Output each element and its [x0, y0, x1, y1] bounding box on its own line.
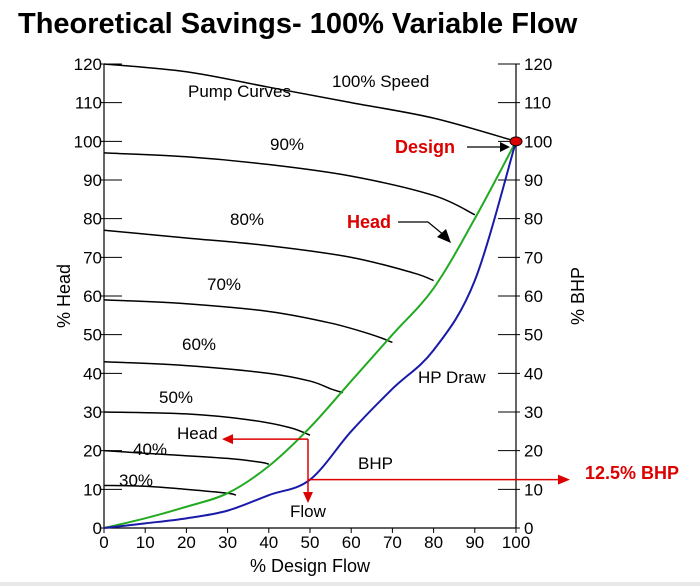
axes-layer: 0102030405060708090100110120010203040506…	[54, 55, 588, 576]
speed-60-label: 60%	[182, 335, 216, 354]
bhp-marker-arrow-head	[558, 474, 570, 485]
y-left-tick-label: 20	[83, 442, 102, 461]
y-right-tick-label: 20	[524, 442, 543, 461]
x-tick-label: 40	[259, 533, 278, 552]
speed-70-label: 70%	[207, 275, 241, 294]
y-left-tick-label: 10	[83, 480, 102, 499]
design-point-marker	[509, 136, 523, 147]
pump-curve	[103, 229, 434, 282]
head-callout-line	[398, 221, 446, 237]
y-left-tick-label: 30	[83, 403, 102, 422]
flow-marker-label: Flow	[290, 502, 327, 521]
y-right-tick-label: 110	[524, 94, 551, 113]
y-right-tick-label: 50	[524, 326, 543, 345]
speed-90-label: 90%	[270, 135, 304, 154]
y-left-tick-label: 70	[83, 248, 102, 267]
y-right-axis-title: % BHP	[568, 267, 588, 325]
speed-40-label: 40%	[133, 440, 167, 459]
head-callout-label: Head	[347, 212, 391, 232]
y-right-tick-label: 90	[524, 171, 543, 190]
y-right-tick-label: 60	[524, 287, 543, 306]
x-tick-label: 60	[342, 533, 361, 552]
y-right-tick-label: 30	[524, 403, 543, 422]
series-layer	[103, 140, 517, 529]
pump-curve	[103, 449, 270, 465]
design-label: Design	[395, 137, 455, 157]
design-arrow-head	[500, 142, 510, 152]
y-left-tick-label: 80	[83, 210, 102, 229]
y-left-tick-label: 60	[83, 287, 102, 306]
x-tick-label: 80	[424, 533, 443, 552]
y-left-tick-label: 0	[93, 519, 102, 538]
x-axis-title: % Design Flow	[250, 556, 371, 576]
y-left-tick-label: 50	[83, 326, 102, 345]
y-right-tick-label: 10	[524, 480, 543, 499]
y-left-axis-title: % Head	[54, 264, 74, 328]
head-callout-arrow-head	[437, 229, 451, 243]
pump-curve	[103, 411, 311, 436]
x-tick-label: 50	[301, 533, 320, 552]
pump-curves-label: Pump Curves	[188, 82, 291, 101]
pump-curve	[103, 63, 517, 143]
y-left-tick-label: 100	[74, 132, 102, 151]
y-left-tick-label: 120	[74, 55, 102, 74]
x-tick-label: 30	[218, 533, 237, 552]
speed-50-label: 50%	[159, 388, 193, 407]
bhp-series-line	[103, 141, 517, 529]
y-right-tick-label: 40	[524, 364, 543, 383]
bhp-result-label: 12.5% BHP	[585, 463, 679, 483]
x-tick-label: 20	[177, 533, 196, 552]
x-tick-label: 0	[99, 533, 108, 552]
pump-curve	[103, 360, 344, 394]
y-left-tick-label: 40	[83, 364, 102, 383]
pump-curve	[103, 484, 237, 496]
speed-100-label: 100% Speed	[332, 72, 429, 91]
head-marker-label: Head	[177, 424, 218, 443]
y-right-tick-label: 100	[524, 132, 552, 151]
y-left-tick-label: 90	[83, 171, 102, 190]
y-right-tick-label: 80	[524, 210, 543, 229]
y-right-tick-label: 0	[524, 519, 533, 538]
speed-30-label: 30%	[119, 471, 153, 490]
speed-80-label: 80%	[230, 210, 264, 229]
x-tick-label: 90	[465, 533, 484, 552]
chart-title: Theoretical Savings- 100% Variable Flow	[18, 8, 578, 40]
bottom-divider	[0, 582, 700, 586]
x-tick-label: 10	[136, 533, 155, 552]
y-right-tick-label: 70	[524, 248, 543, 267]
pump-curve	[103, 152, 476, 216]
pump-curve	[103, 299, 393, 344]
hp-draw-label: HP Draw	[418, 368, 486, 387]
x-tick-label: 70	[383, 533, 402, 552]
flow-marker-arrow-head	[303, 492, 313, 503]
head-marker-arrow-head	[222, 434, 233, 445]
bhp-label: BHP	[358, 454, 393, 473]
annotations-layer: Pump Curves 100% Speed 90% 80% 70% 60% 50% 40% 3…	[119, 72, 679, 521]
pump-curves-layer	[103, 63, 517, 496]
head-series-line	[103, 140, 517, 529]
y-left-tick-label: 110	[75, 94, 102, 113]
y-right-tick-label: 120	[524, 55, 552, 74]
x-tick-label: 100	[502, 533, 530, 552]
